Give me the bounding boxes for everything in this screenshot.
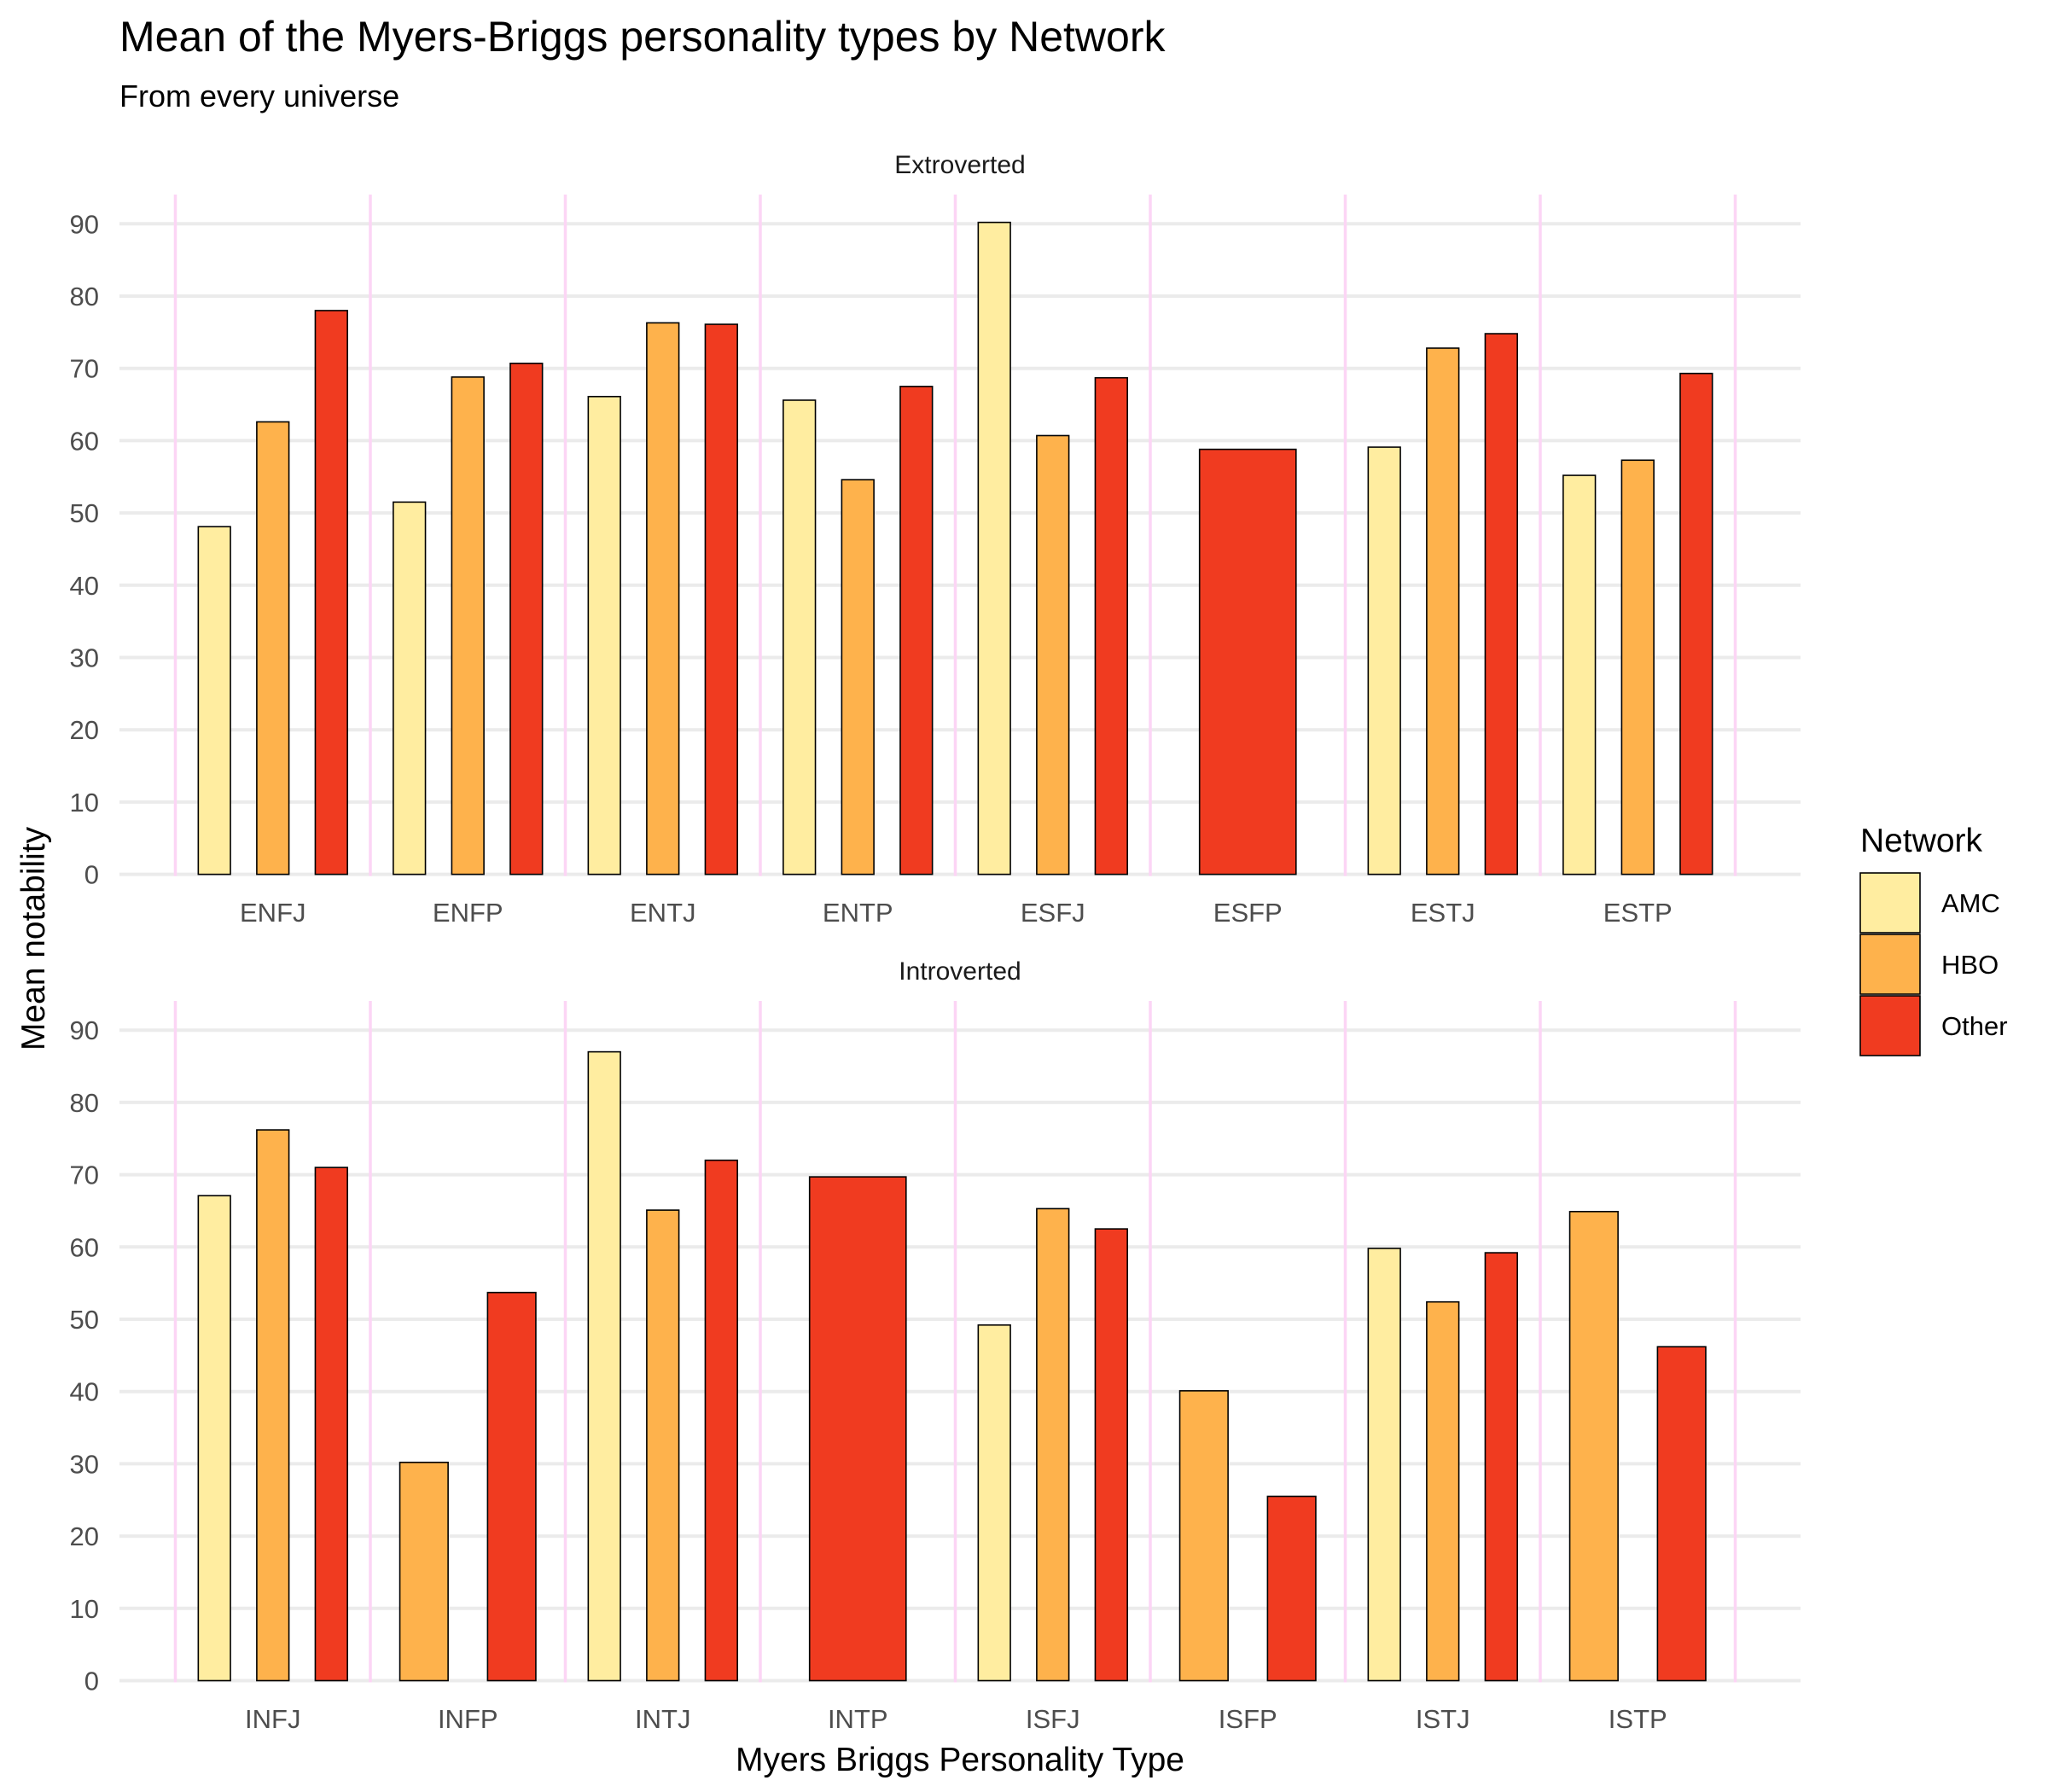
y-tick-label: 10	[70, 1594, 99, 1624]
y-tick-label: 30	[70, 1449, 99, 1479]
x-tick-label: ENFP	[433, 898, 503, 928]
legend-swatch-amc	[1859, 872, 1921, 934]
y-tick-label: 10	[70, 788, 99, 817]
legend-swatch-hbo	[1859, 934, 1921, 995]
facet-strip-label: Extroverted	[894, 151, 1025, 179]
bar-enfj-amc	[197, 526, 231, 876]
y-tick-label: 0	[84, 860, 99, 890]
bar-isfp-hbo	[1178, 1390, 1229, 1682]
facet-panel-introverted: Introverted 0 10 20 30 40 50 60 70 80 90 INFJ INFP IN…	[70, 957, 1801, 1734]
x-tick-label: ISTP	[1609, 1704, 1667, 1734]
bar-isfj-hbo	[1036, 1207, 1070, 1682]
x-tick-label: ISFP	[1219, 1704, 1277, 1734]
x-tick-label: ESFP	[1213, 898, 1283, 928]
legend-title: Network	[1860, 823, 1983, 859]
bar-entp-amc	[783, 399, 817, 876]
y-tick-label: 80	[70, 282, 99, 311]
x-tick-label: ESFJ	[1021, 898, 1085, 928]
bar-intj-hbo	[646, 1209, 680, 1682]
bar-estp-hbo	[1620, 459, 1655, 876]
y-tick-label: 50	[70, 1305, 99, 1335]
bar-istp-hbo	[1568, 1210, 1619, 1682]
bar-esfj-other	[1094, 376, 1128, 876]
bar-estj-hbo	[1426, 347, 1460, 876]
bar-enfj-hbo	[256, 421, 290, 876]
bar-istp-other	[1656, 1346, 1707, 1682]
bar-isfj-amc	[977, 1324, 1011, 1682]
legend: Network AMC HBO Other	[1859, 823, 2008, 1056]
bar-entj-other	[704, 323, 738, 876]
y-tick-label: 90	[70, 209, 99, 239]
x-tick-label: ENFJ	[240, 898, 306, 928]
y-tick-label: 40	[70, 571, 99, 601]
bar-istj-other	[1484, 1252, 1518, 1682]
bar-esfp-other	[1198, 448, 1297, 876]
bar-enfj-other	[314, 310, 348, 876]
bar-estj-amc	[1367, 446, 1401, 876]
bar-intp-other	[808, 1176, 907, 1682]
bar-infj-other	[314, 1167, 348, 1682]
bar-entp-other	[899, 386, 934, 876]
y-tick-label: 0	[84, 1667, 99, 1696]
legend-swatch-other	[1859, 995, 1921, 1056]
bar-infp-hbo	[399, 1461, 449, 1682]
legend-label-hbo: HBO	[1941, 950, 1999, 980]
x-tick-label: INFP	[438, 1704, 498, 1734]
y-tick-label: 20	[70, 715, 99, 745]
y-tick-label: 70	[70, 354, 99, 384]
bar-enfp-hbo	[451, 376, 485, 876]
bar-estp-amc	[1562, 474, 1597, 876]
x-tick-label: ISFJ	[1026, 1704, 1080, 1734]
legend-label-amc: AMC	[1941, 888, 2000, 918]
bar-esfj-amc	[977, 221, 1011, 876]
legend-label-other: Other	[1941, 1011, 2008, 1041]
facet-strip-label: Introverted	[899, 957, 1021, 986]
y-tick-label: 30	[70, 643, 99, 673]
bar-infp-other	[486, 1291, 537, 1682]
bar-istj-hbo	[1426, 1300, 1460, 1682]
y-tick-label: 40	[70, 1377, 99, 1407]
bar-estp-other	[1679, 372, 1713, 876]
y-tick-label: 60	[70, 426, 99, 456]
y-tick-label: 90	[70, 1015, 99, 1045]
x-tick-label: ENTP	[823, 898, 893, 928]
chart-subtitle: From every universe	[119, 79, 399, 113]
bar-intj-amc	[587, 1050, 621, 1682]
bar-isfp-other	[1266, 1495, 1317, 1682]
y-axis-title: Mean notability	[15, 826, 52, 1050]
facet-panel-extroverted: Extroverted 0 10 20 30 40 50 60 70 80 90 ENFJ ENFP EN…	[70, 151, 1801, 928]
bar-infj-hbo	[256, 1129, 290, 1682]
chart-title: Mean of the Myers-Briggs personality typ…	[119, 13, 1166, 61]
facet-panels: Extroverted 0 10 20 30 40 50 60 70 80 90 ENFJ ENFP EN…	[70, 151, 1801, 1734]
y-tick-label: 50	[70, 498, 99, 528]
bar-esfj-hbo	[1036, 434, 1070, 876]
bar-enfp-amc	[393, 501, 427, 876]
bar-entp-hbo	[841, 479, 875, 876]
y-tick-label: 60	[70, 1232, 99, 1262]
x-tick-label: INFJ	[245, 1704, 300, 1734]
bar-infj-amc	[197, 1195, 231, 1682]
x-tick-label: INTJ	[635, 1704, 690, 1734]
y-tick-label: 20	[70, 1521, 99, 1551]
y-tick-label: 70	[70, 1161, 99, 1190]
x-tick-label: ESTP	[1603, 898, 1673, 928]
bar-enfp-other	[509, 362, 544, 876]
x-tick-label: ESTJ	[1411, 898, 1475, 928]
y-tick-label: 80	[70, 1088, 99, 1118]
x-tick-label: ISTJ	[1416, 1704, 1470, 1734]
bar-isfj-other	[1094, 1228, 1128, 1682]
x-tick-label: ENTJ	[630, 898, 696, 928]
x-tick-label: INTP	[828, 1704, 888, 1734]
bar-estj-other	[1484, 333, 1518, 876]
bar-entj-amc	[587, 395, 621, 876]
bar-istj-amc	[1367, 1248, 1401, 1682]
x-axis-title: Myers Briggs Personality Type	[736, 1742, 1184, 1778]
bar-intj-other	[704, 1159, 738, 1682]
bar-entj-hbo	[646, 322, 680, 876]
